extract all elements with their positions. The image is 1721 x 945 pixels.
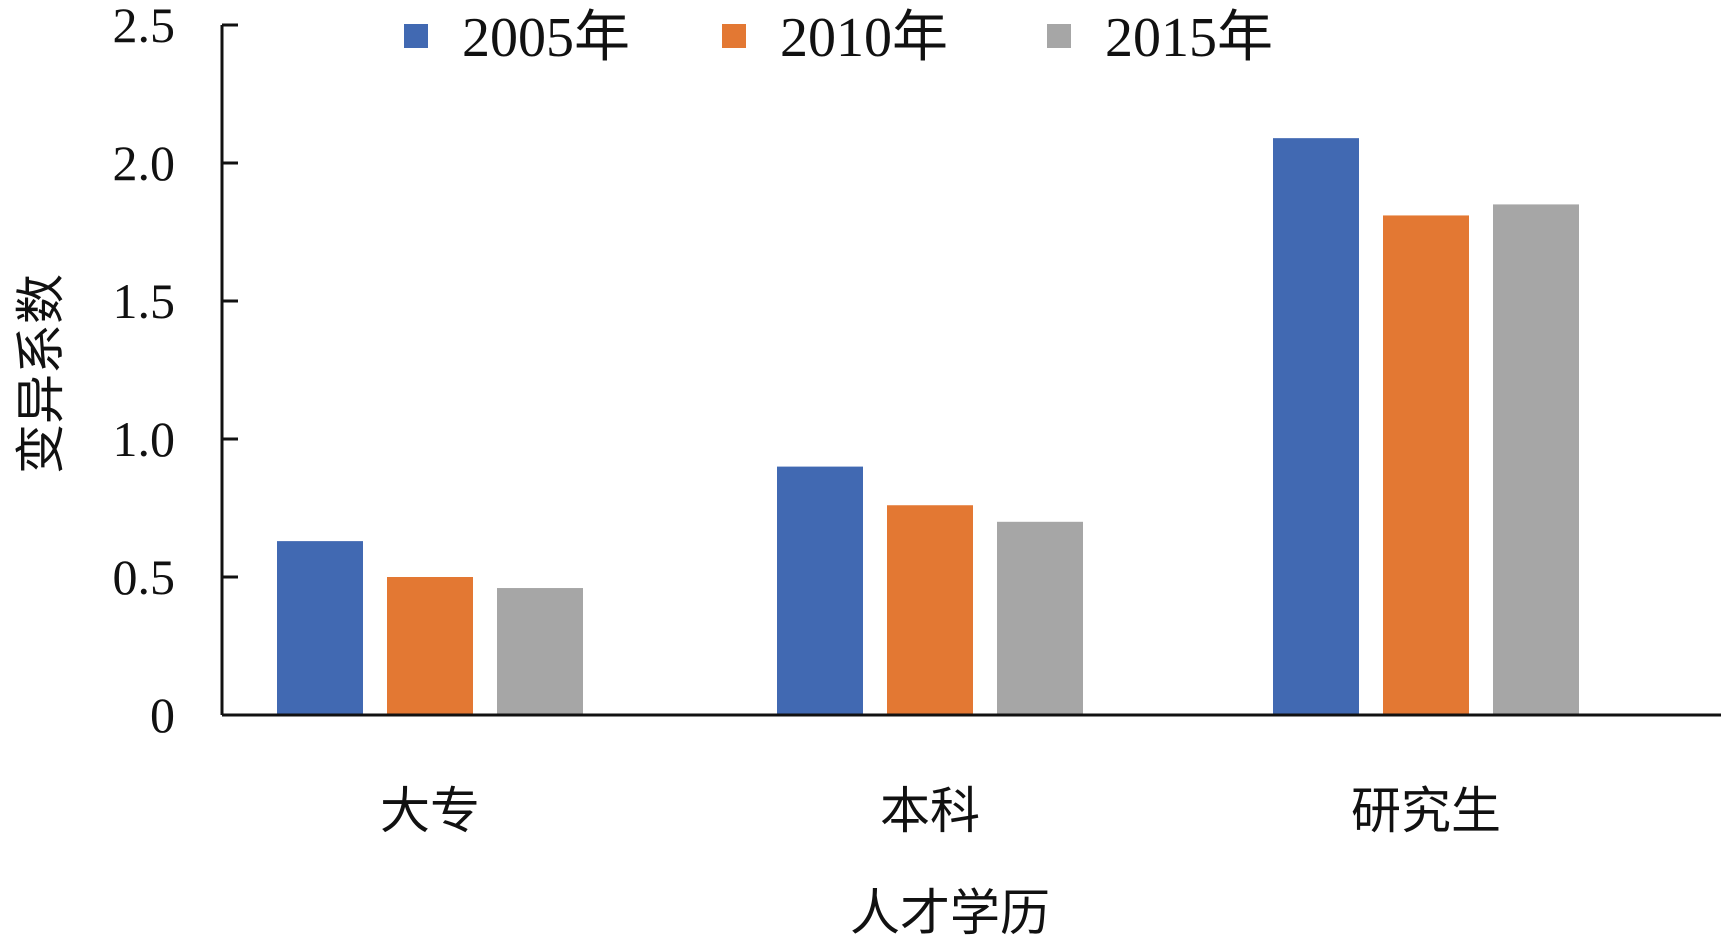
y-tick-label: 1.0 [113,411,176,467]
legend-swatch [1047,24,1071,48]
legend-label: 2005年 [462,7,630,69]
legend-label: 2010年 [780,7,948,69]
bar [277,541,363,715]
x-tick-label: 本科 [880,782,980,840]
bar [887,505,973,715]
y-tick-label: 2.5 [113,0,176,53]
bar [387,577,473,715]
x-axis-labels: 大专 本科 研究生 [380,782,1501,840]
bar [1493,204,1579,715]
y-tick-label: 0.5 [113,549,176,605]
legend-swatch [404,24,428,48]
bar [777,466,863,715]
y-axis-title: 变异系数 [12,274,70,474]
bar [1383,215,1469,715]
bar [1273,138,1359,715]
legend-swatch [722,24,746,48]
x-tick-label: 研究生 [1351,782,1501,840]
x-tick-label: 大专 [380,782,480,840]
y-tick-label: 0 [150,687,175,743]
x-axis-title: 人才学历 [850,884,1050,942]
y-tick-label: 1.5 [113,273,176,329]
bar [497,588,583,715]
legend-label: 2015年 [1105,7,1273,69]
bars [277,138,1579,715]
y-axis-ticks: 0 0.5 1.0 1.5 2.0 2.5 [113,0,238,743]
legend: 2005年 2010年 2015年 [404,7,1273,69]
bar [997,521,1083,715]
y-tick-label: 2.0 [113,135,176,191]
